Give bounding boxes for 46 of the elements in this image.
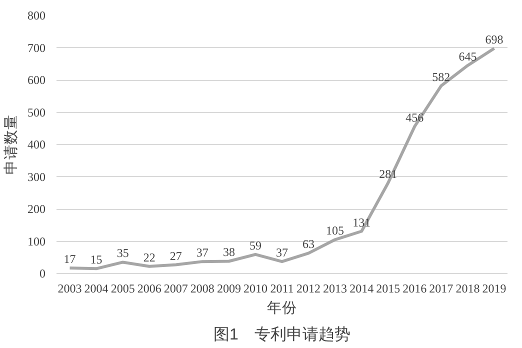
x-tick-label: 2012 [296,282,321,296]
y-tick-label: 0 [40,266,46,280]
x-tick-label: 2010 [243,282,268,296]
data-label: 582 [432,70,450,84]
y-tick-label: 200 [28,202,46,216]
data-label: 131 [352,215,371,230]
y-tick-label: 700 [28,40,46,55]
data-label: 17 [64,252,76,266]
x-tick-label: 2006 [137,282,162,296]
x-tick-label: 2008 [190,282,214,296]
data-label: 59 [249,238,262,252]
y-tick-label: 500 [28,105,46,120]
y-axis-title: 申请数量 [2,114,20,174]
y-tick-label: 100 [28,234,46,248]
x-axis-title: 年份 [267,300,297,316]
y-tick-label: 600 [28,73,46,87]
data-label: 281 [379,166,398,181]
x-tick-label: 2004 [84,282,108,296]
y-tick-label: 400 [28,138,46,152]
x-tick-label: 2019 [482,282,506,296]
y-tick-label: 800 [28,8,46,22]
data-label: 27 [170,248,182,263]
data-label: 105 [326,224,344,238]
data-label: 15 [90,252,102,267]
data-label: 37 [196,246,208,260]
x-tick-label: 2018 [456,282,480,296]
x-tick-label: 2009 [216,282,241,296]
x-tick-label: 2015 [376,282,400,296]
x-tick-label: 2013 [323,282,348,296]
data-label: 456 [406,110,424,124]
x-tick-label: 2007 [164,282,188,296]
data-label: 38 [222,245,235,260]
x-tick-label: 2011 [270,282,294,296]
data-label: 35 [116,246,129,260]
x-tick-label: 2003 [58,282,82,296]
data-label: 22 [143,250,156,264]
data-label: 645 [458,49,477,64]
text: 图1 专利申请趋势 [214,326,350,344]
x-tick-label: 2014 [350,282,374,296]
data-label: 63 [302,237,315,252]
x-tick-label: 2017 [429,282,454,296]
x-tick-label: 2016 [402,282,427,296]
x-tick-label: 2005 [110,282,135,296]
data-label: 37 [276,246,288,260]
data-label: 698 [485,32,504,46]
y-tick-label: 300 [28,170,46,184]
